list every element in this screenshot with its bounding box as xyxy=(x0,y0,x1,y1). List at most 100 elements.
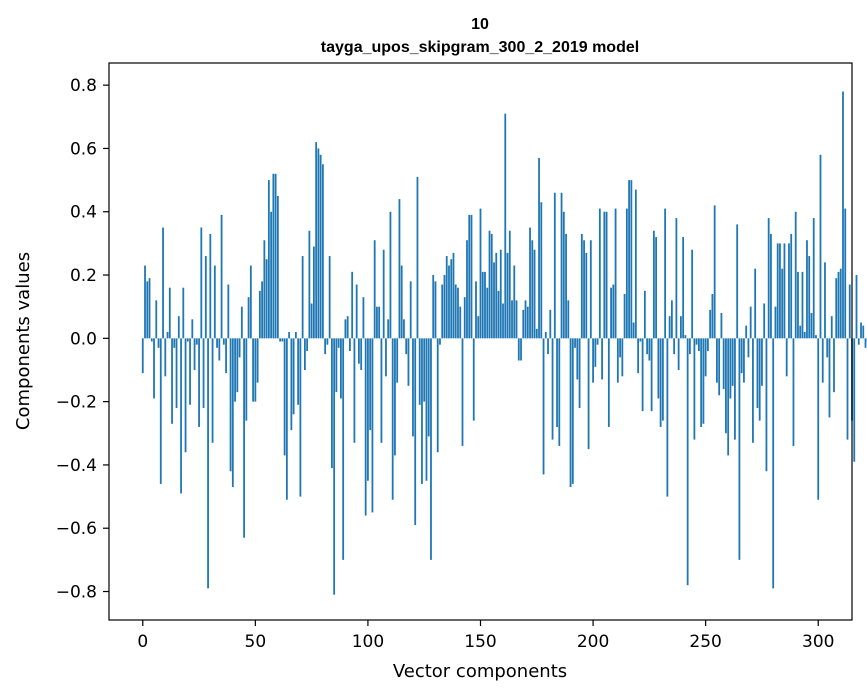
bar-276 xyxy=(763,303,766,339)
bar-235 xyxy=(670,300,673,339)
bar-217 xyxy=(630,180,633,339)
bar-253 xyxy=(711,294,714,339)
bar-259 xyxy=(725,338,727,434)
bar-122 xyxy=(416,176,419,339)
bar-212 xyxy=(619,338,621,358)
bar-268 xyxy=(745,325,748,339)
bar-96 xyxy=(358,338,360,364)
bar-39 xyxy=(229,338,232,472)
bar-147 xyxy=(472,338,475,421)
bar-161 xyxy=(504,113,507,339)
bar-289 xyxy=(792,338,795,446)
bar-170 xyxy=(524,300,527,339)
bar-172 xyxy=(529,227,531,339)
bar-32 xyxy=(213,265,216,339)
bar-239 xyxy=(679,316,682,339)
bar-22 xyxy=(191,319,194,339)
bar-187 xyxy=(562,211,565,339)
bar-236 xyxy=(673,338,676,355)
bar-233 xyxy=(666,338,669,497)
bar-318 xyxy=(857,338,860,345)
bar-260 xyxy=(727,338,730,456)
bar-102 xyxy=(371,338,374,513)
bar-113 xyxy=(396,338,399,383)
bar-175 xyxy=(535,328,538,339)
bar-167 xyxy=(517,338,520,361)
bar-40 xyxy=(231,338,234,488)
bar-287 xyxy=(788,243,790,339)
bar-166 xyxy=(515,300,518,339)
bar-85 xyxy=(333,338,336,595)
bar-294 xyxy=(803,332,806,339)
bar-25 xyxy=(198,338,200,427)
bar-64 xyxy=(285,338,288,500)
bar-203 xyxy=(598,208,601,339)
bar-270 xyxy=(749,306,752,339)
y-axis-label: Components values xyxy=(13,252,34,430)
bar-104 xyxy=(376,306,378,339)
bar-57 xyxy=(270,211,273,339)
bar-246 xyxy=(695,338,698,345)
bar-7 xyxy=(157,338,160,348)
bar-86 xyxy=(335,338,338,393)
bar-223 xyxy=(643,290,646,339)
bar-215 xyxy=(625,208,628,339)
bar-24 xyxy=(195,338,198,345)
bar-206 xyxy=(605,211,608,339)
bar-178 xyxy=(542,338,545,475)
bar-164 xyxy=(511,300,513,339)
bar-16 xyxy=(177,316,180,339)
bar-282 xyxy=(776,243,779,339)
bar-41 xyxy=(234,338,236,402)
bar-117 xyxy=(405,338,408,355)
bar-249 xyxy=(702,338,705,424)
bar-272 xyxy=(754,268,757,339)
x-tick-label: 0 xyxy=(137,632,148,652)
bar-5 xyxy=(153,338,155,399)
bar-116 xyxy=(403,319,405,339)
bar-228 xyxy=(655,237,658,339)
bar-4 xyxy=(150,338,153,342)
bar-240 xyxy=(682,237,685,339)
bar-269 xyxy=(747,338,750,358)
bar-225 xyxy=(648,338,651,361)
bar-312 xyxy=(844,208,847,339)
bar-274 xyxy=(758,338,761,421)
bar-151 xyxy=(481,271,484,339)
bar-83 xyxy=(328,256,331,339)
bar-88 xyxy=(340,338,342,399)
bar-216 xyxy=(628,180,630,339)
bar-218 xyxy=(632,322,635,339)
bar-75 xyxy=(310,303,313,339)
y-tick-label: 0.6 xyxy=(70,139,97,159)
bar-195 xyxy=(580,233,583,339)
bar-130 xyxy=(434,281,437,339)
bar-251 xyxy=(707,338,709,351)
bar-13 xyxy=(171,338,173,424)
bar-242 xyxy=(686,338,689,586)
bar-281 xyxy=(774,306,777,339)
bar-127 xyxy=(427,338,430,437)
bar-285 xyxy=(783,243,786,339)
bar-150 xyxy=(479,208,482,339)
bar-53 xyxy=(261,281,263,339)
bar-6 xyxy=(155,300,158,339)
bar-165 xyxy=(513,265,516,339)
bar-42 xyxy=(236,338,239,393)
bar-254 xyxy=(713,205,716,339)
bar-74 xyxy=(308,230,311,339)
bar-79 xyxy=(319,154,322,339)
bar-37 xyxy=(225,338,227,374)
bar-112 xyxy=(394,338,396,456)
bar-73 xyxy=(306,338,309,351)
x-tick-label: 50 xyxy=(245,632,267,652)
bar-142 xyxy=(461,338,464,446)
bar-135 xyxy=(445,256,448,339)
bar-200 xyxy=(592,338,594,383)
bar-292 xyxy=(799,325,802,339)
bar-179 xyxy=(544,332,547,339)
bar-18 xyxy=(182,287,185,339)
bar-286 xyxy=(785,338,788,377)
bar-241 xyxy=(684,335,687,339)
bar-197 xyxy=(585,252,588,339)
